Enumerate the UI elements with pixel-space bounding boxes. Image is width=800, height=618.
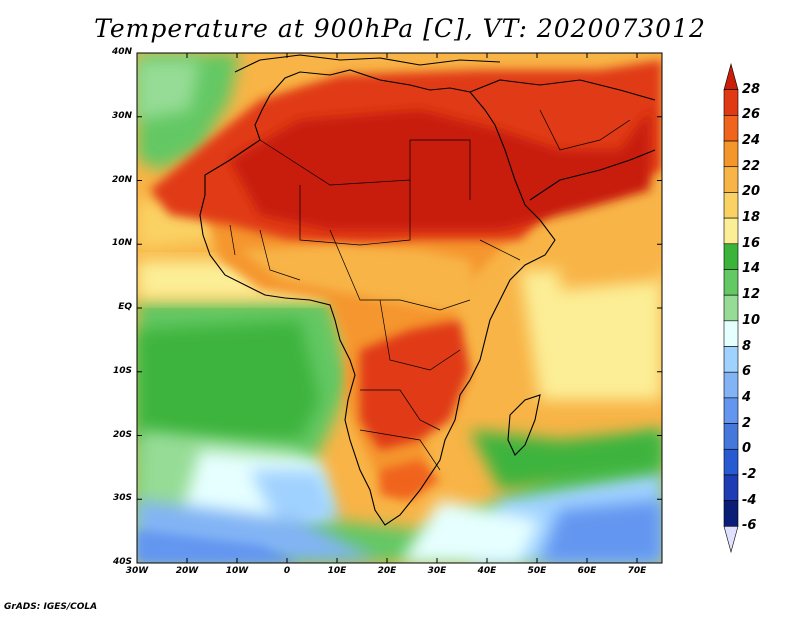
- colorbar-segment: [723, 269, 739, 296]
- colorbar-label: 12: [742, 287, 761, 303]
- lon-label: 20W: [175, 566, 199, 576]
- colorbar-segment: [723, 115, 739, 142]
- lon-label: 20E: [377, 566, 397, 576]
- colorbar-segment: [723, 166, 739, 193]
- colorbar-label: -6: [742, 518, 757, 534]
- lon-label: 70E: [627, 566, 647, 576]
- temperature-field: [137, 53, 662, 563]
- axis-ticks: [136, 52, 662, 564]
- lon-label: 60E: [577, 566, 597, 576]
- lat-label: 30N: [111, 110, 132, 121]
- lat-label: 20S: [112, 429, 132, 440]
- colorbar-segment: [723, 423, 739, 450]
- colorbar-label: 2: [742, 415, 752, 431]
- lon-label: 50E: [527, 566, 547, 576]
- colorbar-segment: [723, 448, 739, 476]
- lat-label: 10S: [112, 365, 132, 376]
- colorbar-label: 4: [742, 389, 752, 405]
- lat-label: EQ: [118, 302, 132, 312]
- lon-label: 0: [283, 566, 291, 576]
- colorbar-segment: [723, 474, 739, 501]
- map-title: Temperature at 900hPa [C], VT: 202007301…: [94, 14, 706, 43]
- colorbar-label: 18: [742, 210, 761, 226]
- lon-label: 40E: [477, 566, 497, 576]
- colorbar-label: 6: [742, 364, 752, 380]
- colorbar-segment: [723, 346, 739, 373]
- coastline: [199, 54, 656, 526]
- lat-label: 40N: [111, 47, 132, 57]
- colorbar-label: 0: [742, 441, 752, 457]
- colorbar: [723, 62, 739, 554]
- lon-label: 30W: [125, 566, 149, 576]
- lat-label: 40S: [112, 557, 132, 567]
- colorbar-label: 8: [742, 338, 752, 354]
- colorbar-label: 20: [742, 184, 761, 200]
- colorbar-segment: [723, 320, 739, 347]
- lon-label: 10E: [327, 566, 347, 576]
- colorbar-label: 16: [742, 235, 761, 251]
- colorbar-segment: [723, 192, 739, 219]
- colorbar-label: 10: [742, 312, 761, 328]
- colorbar-label: 26: [742, 107, 761, 123]
- colorbar-segment: [723, 526, 739, 554]
- colorbar-label: 24: [742, 133, 761, 149]
- colorbar-label: -4: [742, 492, 757, 508]
- colorbar-segment: [723, 217, 739, 245]
- lat-label: 10N: [111, 238, 132, 249]
- colorbar-segment: [723, 294, 739, 322]
- colorbar-segment: [723, 371, 739, 399]
- lon-label: 30E: [427, 566, 447, 576]
- lat-label: 20N: [111, 174, 132, 185]
- lat-label: 30S: [112, 493, 132, 504]
- colorbar-segment: [723, 243, 739, 270]
- colorbar-segment: [723, 89, 739, 116]
- colorbar-label: 22: [742, 158, 761, 174]
- colorbar-segment: [723, 500, 739, 527]
- colorbar-label: 28: [742, 81, 761, 97]
- credit-text: GrADS: IGES/COLA: [4, 602, 98, 612]
- lon-label: 10W: [225, 566, 249, 576]
- colorbar-segment: [723, 397, 739, 424]
- country-borders: [229, 109, 631, 471]
- colorbar-label: -2: [742, 466, 757, 482]
- colorbar-label: 14: [742, 261, 761, 277]
- colorbar-segment: [723, 140, 739, 168]
- colorbar-segment: [723, 62, 739, 90]
